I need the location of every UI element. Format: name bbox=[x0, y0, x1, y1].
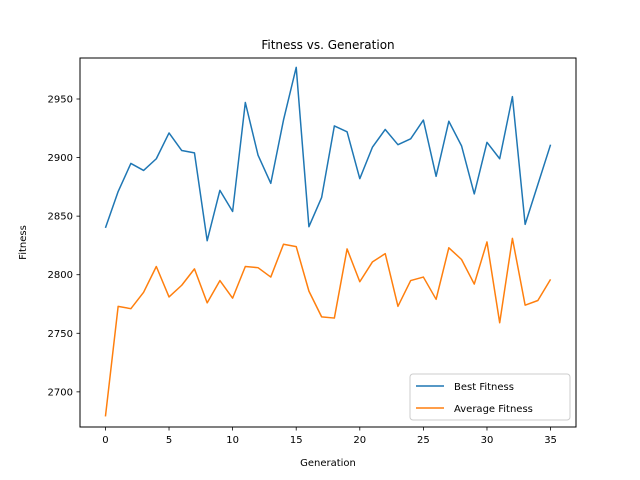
x-tick-label: 25 bbox=[417, 435, 430, 446]
x-tick-label: 5 bbox=[166, 435, 172, 446]
y-axis-label: Fitness bbox=[18, 225, 29, 260]
y-axis-ticks: 2700 2750 2800 2850 2900 2950 bbox=[48, 95, 80, 398]
x-tick-label: 35 bbox=[544, 435, 557, 446]
y-tick-label: 2700 bbox=[48, 387, 73, 398]
legend-box bbox=[409, 373, 571, 421]
legend: Best Fitness Average Fitness bbox=[409, 373, 571, 421]
y-tick-label: 2800 bbox=[48, 270, 73, 281]
x-tick-label: 10 bbox=[226, 435, 239, 446]
x-tick-label: 0 bbox=[102, 435, 108, 446]
series-line-average-fitness bbox=[104, 237, 552, 417]
x-tick-label: 15 bbox=[290, 435, 303, 446]
x-axis-label: Generation bbox=[300, 458, 356, 469]
legend-label-average-fitness: Average Fitness bbox=[454, 404, 533, 415]
y-tick-label: 2900 bbox=[48, 153, 73, 164]
plot-area-frame bbox=[79, 57, 577, 428]
chart-title: Fitness vs. Generation bbox=[261, 38, 394, 52]
y-tick-label: 2750 bbox=[48, 329, 73, 340]
series-line-best-fitness bbox=[104, 66, 552, 242]
series-lines bbox=[104, 66, 552, 417]
y-tick-label: 2950 bbox=[48, 95, 73, 106]
x-tick-label: 20 bbox=[353, 435, 366, 446]
x-axis-ticks: 0 5 10 15 20 25 30 35 bbox=[102, 427, 557, 446]
x-tick-label: 30 bbox=[481, 435, 494, 446]
legend-label-best-fitness: Best Fitness bbox=[454, 382, 514, 393]
y-tick-label: 2850 bbox=[48, 212, 73, 223]
